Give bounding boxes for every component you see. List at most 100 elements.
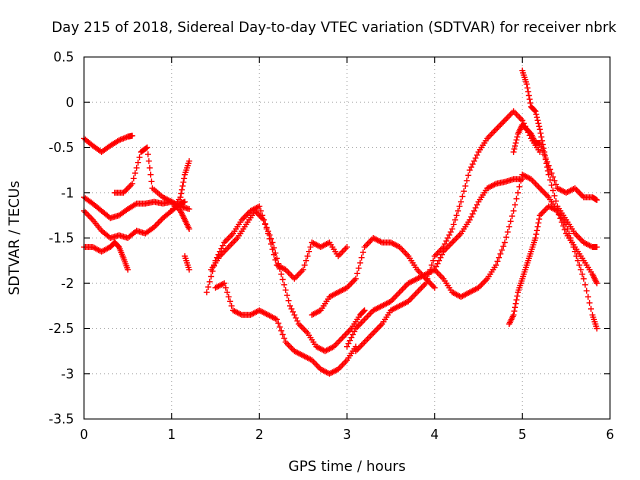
data-point-marker [219,242,226,249]
data-point-marker [536,216,543,223]
data-point-marker [225,293,232,300]
data-point-marker [525,88,532,95]
data-point-marker [124,266,131,273]
data-point-marker [511,308,518,315]
series-pass-17 [506,203,600,332]
data-point-marker [582,281,589,288]
data-point-marker [262,220,269,227]
data-point-marker [428,262,435,269]
y-tick-label: -1.5 [49,232,74,247]
series-pass-10 [212,280,359,377]
data-point-marker [541,149,548,156]
y-tick-label: -1 [61,186,74,201]
data-point-marker [466,167,473,174]
data-point-marker [355,265,362,272]
data-point-marker [544,164,551,171]
data-point-marker [474,201,481,208]
data-point-marker [551,177,558,184]
data-point-marker [276,323,283,330]
x-tick-label: 5 [518,428,526,443]
data-point-marker [265,228,272,235]
data-point-marker [360,249,367,256]
data-point-marker [542,156,549,163]
series-pass-8 [203,203,350,296]
data-point-marker [512,139,519,146]
data-point-marker [513,136,520,143]
data-point-marker [523,81,530,88]
data-point-marker [539,137,546,144]
data-point-marker [468,213,475,220]
data-point-marker [593,325,600,332]
data-point-marker [541,152,548,159]
data-point-marker [513,296,520,303]
data-point-marker [300,266,307,273]
data-point-marker [292,314,299,321]
data-point-marker [580,275,587,282]
data-point-marker [512,201,519,208]
data-point-marker [548,182,555,189]
data-point-marker [205,284,212,291]
data-point-marker [450,221,457,228]
data-point-marker [301,262,308,269]
data-point-marker [145,158,152,165]
data-point-marker [531,107,538,114]
data-point-marker [570,244,577,251]
data-point-marker [147,171,154,178]
data-point-marker [303,257,310,264]
x-tick-label: 6 [606,428,614,443]
data-point-marker [346,337,353,344]
data-point-marker [456,203,463,210]
data-point-marker [289,308,296,315]
series-pass-16 [519,67,600,251]
data-point-marker [144,144,151,151]
chart-title: Day 215 of 2018, Sidereal Day-to-day VTE… [52,20,618,36]
data-point-marker [466,216,473,223]
data-point-marker [459,193,466,200]
data-point-marker [425,271,432,278]
y-tick-label: -3.5 [49,413,74,428]
data-point-marker [532,235,539,241]
data-point-marker [498,247,505,254]
data-point-marker [455,207,462,214]
data-point-marker [577,266,584,273]
data-point-marker [291,311,298,318]
data-point-marker [133,164,140,171]
series-pass-7 [181,253,193,273]
data-point-marker [177,194,184,201]
data-point-marker [545,171,552,178]
data-point-marker [495,254,502,261]
data-point-marker [358,254,365,261]
data-point-marker [132,170,139,177]
data-point-marker [507,218,514,225]
data-point-marker [143,145,150,152]
data-point-marker [146,164,153,171]
data-point-marker [457,198,464,205]
data-point-marker [136,154,143,161]
data-point-marker [351,328,358,335]
data-point-marker [552,198,559,205]
data-point-marker [514,189,521,196]
y-tick-label: -0.5 [49,141,74,156]
data-point-marker [444,235,451,241]
data-point-marker [544,167,551,174]
data-point-marker [275,260,282,267]
data-point-marker [288,305,295,312]
x-tick-label: 3 [343,428,351,443]
data-point-marker [129,180,136,187]
data-point-marker [256,203,263,210]
data-point-marker [278,327,285,334]
data-point-marker [287,302,294,309]
data-point-marker [552,181,559,188]
y-tick-label: -2.5 [49,322,74,337]
data-point-marker [352,275,359,282]
data-point-marker [279,276,286,283]
y-tick-labels: 0.5 0 -0.5 -1 -1.5 -2 -2.5 -3 -3.5 [49,51,74,428]
data-point-marker [539,141,546,148]
data-point-marker [512,304,519,311]
data-point-marker [510,207,517,214]
data-point-marker [228,302,235,309]
data-point-marker [517,177,524,184]
data-point-marker [469,210,476,217]
x-tick-label: 0 [80,428,88,443]
